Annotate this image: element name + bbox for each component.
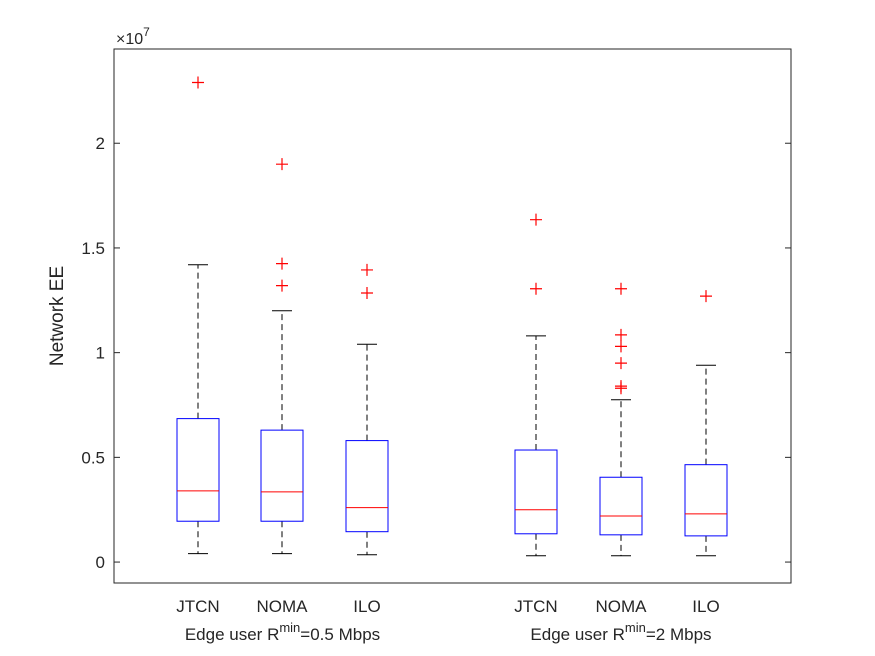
outlier-marker	[276, 158, 288, 171]
y-axis: 0 0.5 1 1.5 2	[81, 134, 791, 572]
outlier-marker	[192, 76, 204, 89]
y-tick-label: 2	[96, 134, 105, 153]
x-tick-label-noma: NOMA	[257, 597, 309, 616]
interquartile-box	[514, 449, 558, 535]
outlier-marker	[615, 282, 627, 295]
y-axis-exponent: ×107	[116, 25, 150, 48]
interquartile-box	[684, 464, 728, 537]
outlier-marker	[615, 382, 627, 395]
interquartile-box	[345, 440, 389, 533]
group-label-2: Edge user Rmin=2 Mbps	[530, 620, 711, 644]
box-jtcn-group-2	[514, 213, 558, 557]
x-tick-label-ilo: ILO	[353, 597, 380, 616]
group-label-suffix: =0.5 Mbps	[300, 625, 380, 644]
group-label-prefix: Edge user R	[185, 625, 280, 644]
box-noma-group-1	[260, 158, 304, 555]
outlier-marker	[615, 340, 627, 353]
y-exponent-power: 7	[143, 25, 150, 39]
group-label-1: Edge user Rmin=0.5 Mbps	[185, 620, 380, 644]
outlier-marker	[530, 213, 542, 226]
y-tick-label: 1.5	[81, 239, 105, 258]
outlier-marker	[276, 257, 288, 270]
box-noma-group-2	[599, 282, 643, 557]
interquartile-box	[260, 429, 304, 522]
outlier-marker	[615, 357, 627, 370]
y-exponent-base: ×10	[116, 31, 143, 48]
outlier-marker	[530, 282, 542, 295]
interquartile-box	[599, 476, 643, 536]
x-tick-label-ilo: ILO	[692, 597, 719, 616]
outlier-marker	[276, 279, 288, 292]
box-ilo-group-1	[345, 263, 389, 556]
group-label-suffix: =2 Mbps	[646, 625, 712, 644]
outlier-marker	[361, 263, 373, 276]
axes-box	[113, 48, 792, 584]
y-tick-label: 0.5	[81, 448, 105, 467]
box-ilo-group-2	[684, 290, 728, 557]
plot-area	[176, 76, 728, 557]
y-tick-label: 0	[96, 553, 105, 572]
group-label-superscript: min	[279, 620, 300, 635]
outlier-marker	[361, 286, 373, 299]
outlier-marker	[700, 290, 712, 303]
x-tick-label-noma: NOMA	[596, 597, 648, 616]
y-tick-label: 1	[96, 344, 105, 363]
group-label-superscript: min	[625, 620, 646, 635]
box-jtcn-group-1	[176, 76, 220, 555]
group-label-prefix: Edge user R	[530, 625, 625, 644]
x-tick-label-jtcn: JTCN	[514, 597, 557, 616]
x-tick-label-jtcn: JTCN	[176, 597, 219, 616]
y-axis-label: Network EE	[47, 266, 68, 366]
outlier-marker	[615, 328, 627, 341]
interquartile-box	[176, 418, 220, 522]
